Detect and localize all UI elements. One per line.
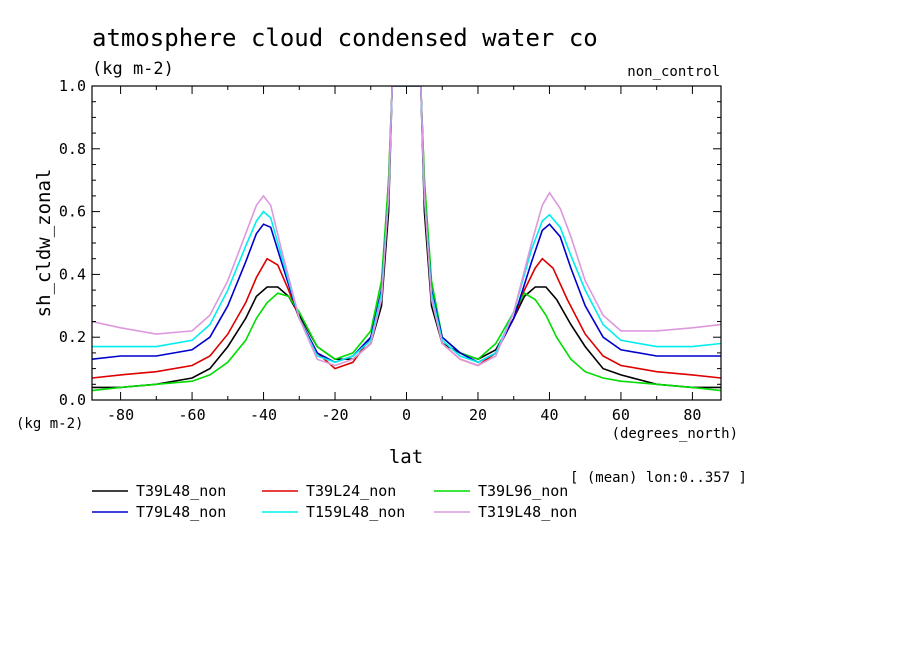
legend-label: T79L48_non bbox=[136, 503, 226, 521]
y-tick-label: 0.0 bbox=[59, 391, 86, 409]
y-tick-label: 0.2 bbox=[59, 328, 86, 346]
y-axis-units: (kg m-2) bbox=[16, 416, 83, 432]
y-axis-label: sh_cldw_zonal bbox=[33, 169, 55, 318]
x-tick-label: -20 bbox=[321, 406, 348, 424]
legend-label: T39L96_non bbox=[478, 482, 568, 500]
x-tick-label: -40 bbox=[250, 406, 277, 424]
legend: T39L48_non T39L24_non T39L96_non T79L48_non… bbox=[92, 482, 577, 521]
x-axis-units: (degrees_north) bbox=[612, 426, 738, 442]
series-line-T159L48_non bbox=[92, 86, 721, 364]
series-line-T319L48_non bbox=[92, 86, 721, 367]
mean-note: [ (mean) lon:0..357 ] bbox=[570, 470, 747, 486]
x-tick-label: 20 bbox=[469, 406, 487, 424]
x-tick-label: 0 bbox=[402, 406, 411, 424]
x-axis-label: lat bbox=[389, 446, 423, 468]
x-tick-label: -60 bbox=[179, 406, 206, 424]
y-tick-label: 0.8 bbox=[59, 140, 86, 158]
legend-label: T319L48_non bbox=[478, 503, 577, 521]
x-tick-label: -80 bbox=[107, 406, 134, 424]
legend-label: T159L48_non bbox=[306, 503, 405, 521]
chart-subtitle: (kg m-2) bbox=[92, 59, 174, 79]
experiment-label: non_control bbox=[627, 64, 720, 80]
axis-ticks: -80 -60 -40 -20 0 20 40 60 80 0.0 0.2 0.4 0.6 0.8 1.0 bbox=[59, 77, 721, 424]
x-tick-label: 60 bbox=[612, 406, 630, 424]
series-line-T39L96_non bbox=[92, 86, 721, 392]
plot-frame bbox=[91, 85, 722, 401]
x-tick-label: 80 bbox=[683, 406, 701, 424]
y-tick-label: 0.4 bbox=[59, 265, 86, 283]
chart-title: atmosphere cloud condensed water co bbox=[92, 24, 598, 52]
legend-label: T39L24_non bbox=[306, 482, 396, 500]
y-tick-label: 1.0 bbox=[59, 77, 86, 95]
legend-label: T39L48_non bbox=[136, 482, 226, 500]
series-line-T39L48_non bbox=[92, 86, 721, 389]
series-layer bbox=[92, 86, 721, 392]
series-line-T39L24_non bbox=[92, 86, 721, 379]
series-line-T79L48_non bbox=[92, 86, 721, 364]
x-tick-label: 40 bbox=[540, 406, 558, 424]
y-tick-label: 0.6 bbox=[59, 203, 86, 221]
